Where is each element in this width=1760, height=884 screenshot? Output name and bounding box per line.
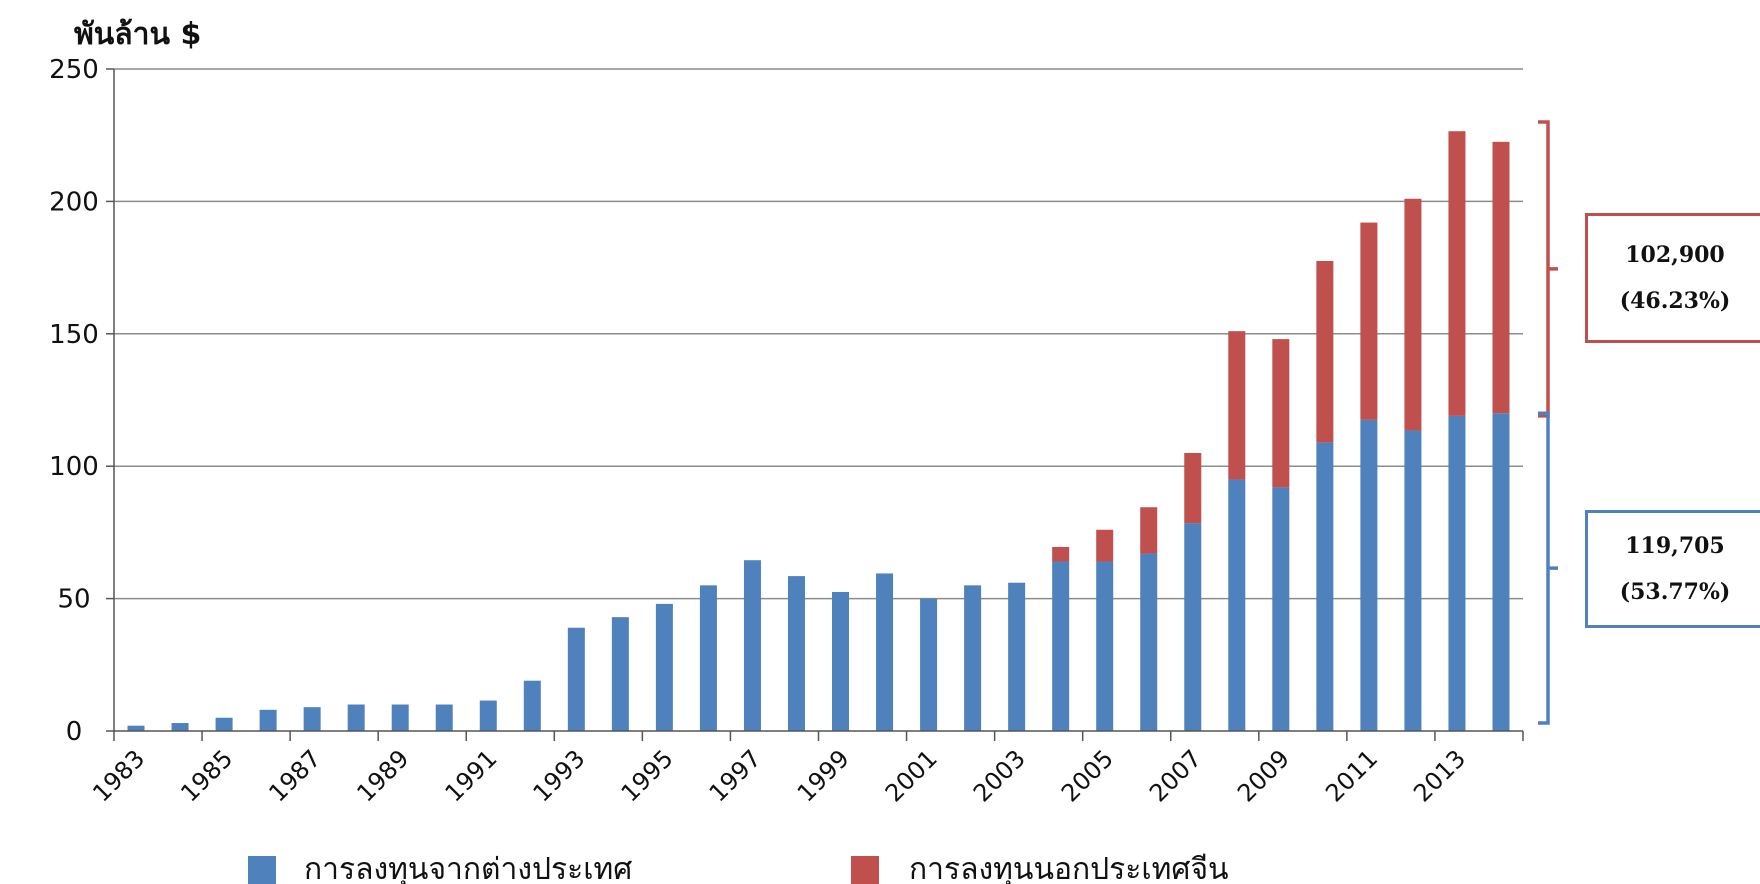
x-tick-label: 1999 xyxy=(792,744,855,807)
x-tick-label: 1989 xyxy=(351,744,414,807)
x-tick-label: 1993 xyxy=(528,744,591,807)
bar-foreign-investment-2010 xyxy=(1316,442,1334,731)
legend: การลงทุนจากต่างประเทศ การลงทุนนอกประเทศจ… xyxy=(248,852,1229,884)
bar-foreign-investment-2012 xyxy=(1404,430,1422,731)
bar-foreign-investment-1997 xyxy=(743,560,761,731)
x-tick-label: 1987 xyxy=(263,744,326,807)
bar-foreign-investment-1985 xyxy=(215,717,233,731)
bar-outbound-investment-2014 xyxy=(1492,141,1510,414)
bracket-outbound xyxy=(1538,120,1558,418)
bar-foreign-investment-2004 xyxy=(1052,561,1070,731)
annotation-brackets xyxy=(1538,120,1558,725)
bar-foreign-investment-1996 xyxy=(699,585,717,731)
y-tick-label: 150 xyxy=(49,320,99,350)
x-tick-label: 1997 xyxy=(704,744,767,807)
bar-foreign-investment-1995 xyxy=(655,603,673,731)
bar-foreign-investment-1984 xyxy=(171,723,189,731)
bar-foreign-investment-2006 xyxy=(1140,553,1158,731)
annotation-percent: (53.77%) xyxy=(1619,579,1731,605)
bar-outbound-investment-2005 xyxy=(1096,529,1114,562)
x-tick-label: 1991 xyxy=(440,744,503,807)
bar-foreign-investment-2009 xyxy=(1272,487,1290,731)
x-tick-label: 1983 xyxy=(87,744,150,807)
bar-outbound-investment-2010 xyxy=(1316,260,1334,443)
bar-foreign-investment-2000 xyxy=(876,573,894,731)
bar-outbound-investment-2006 xyxy=(1140,507,1158,554)
annotation-box-foreign: 119,705 (53.77%) xyxy=(1585,510,1760,628)
bar-outbound-investment-2008 xyxy=(1228,331,1246,480)
annotation-percent: (46.23%) xyxy=(1619,288,1731,314)
bar-foreign-investment-2011 xyxy=(1360,419,1378,731)
bar-outbound-investment-2011 xyxy=(1360,222,1378,420)
x-tick-label: 1995 xyxy=(616,744,679,807)
x-tick-label: 1985 xyxy=(175,744,238,807)
bar-foreign-investment-1988 xyxy=(347,704,365,731)
bar-outbound-investment-2007 xyxy=(1184,452,1202,524)
x-axis-ticks: 1983 1985 1987 1989 1991 1993 1995 1997 1999 2001… xyxy=(87,731,1524,807)
gridlines xyxy=(114,68,1523,600)
x-tick-label: 2003 xyxy=(968,744,1031,807)
bar-foreign-investment-1999 xyxy=(832,591,850,731)
y-tick-label: 200 xyxy=(49,187,99,217)
x-tick-label: 2009 xyxy=(1232,744,1295,807)
bar-foreign-investment-2005 xyxy=(1096,561,1114,731)
y-tick-label: 50 xyxy=(57,585,90,615)
bar-outbound-investment-2012 xyxy=(1404,198,1422,431)
legend-label-outbound-investment: การลงทุนนอกประเทศจีน xyxy=(909,852,1229,884)
x-tick-label: 2007 xyxy=(1144,744,1207,807)
axes xyxy=(113,69,1523,732)
bar-foreign-investment-2007 xyxy=(1184,523,1202,731)
bars xyxy=(127,131,1510,731)
annotation-value: 102,900 xyxy=(1625,242,1725,268)
y-tick-label: 250 xyxy=(49,55,99,85)
x-tick-label: 2011 xyxy=(1320,744,1383,807)
bar-foreign-investment-1987 xyxy=(303,707,321,731)
bar-foreign-investment-1989 xyxy=(391,704,409,731)
y-tick-label: 100 xyxy=(49,452,99,482)
bar-foreign-investment-2002 xyxy=(964,585,982,731)
bar-foreign-investment-2014 xyxy=(1492,413,1510,731)
bar-outbound-investment-2009 xyxy=(1272,339,1290,488)
y-axis-unit-label: พันล้าน $ xyxy=(74,17,201,52)
bar-foreign-investment-1983 xyxy=(127,725,145,731)
bar-foreign-investment-1993 xyxy=(567,627,585,731)
bar-outbound-investment-2004 xyxy=(1052,546,1070,562)
bar-outbound-investment-2013 xyxy=(1448,131,1466,416)
bar-foreign-investment-2001 xyxy=(920,598,938,731)
x-tick-label: 2013 xyxy=(1408,744,1471,807)
bracket-foreign xyxy=(1538,411,1558,725)
bar-foreign-investment-2008 xyxy=(1228,479,1246,731)
y-axis-ticks: 0 50 100 150 200 250 xyxy=(49,55,114,747)
bar-foreign-investment-1994 xyxy=(611,617,629,731)
bar-foreign-investment-1986 xyxy=(259,709,277,731)
annotation-value: 119,705 xyxy=(1625,533,1725,559)
legend-swatch-outbound-investment xyxy=(851,856,879,884)
bar-foreign-investment-1990 xyxy=(435,704,453,731)
legend-label-foreign-investment: การลงทุนจากต่างประเทศ xyxy=(304,852,632,884)
bar-foreign-investment-1992 xyxy=(523,680,541,731)
bar-foreign-investment-2003 xyxy=(1008,582,1026,731)
x-tick-label: 2005 xyxy=(1056,744,1119,807)
annotation-box-outbound: 102,900 (46.23%) xyxy=(1585,213,1760,343)
y-tick-label: 0 xyxy=(66,717,83,747)
bar-foreign-investment-2013 xyxy=(1448,415,1466,731)
bar-foreign-investment-1998 xyxy=(787,576,805,731)
x-tick-label: 2001 xyxy=(880,744,943,807)
legend-swatch-foreign-investment xyxy=(248,856,276,884)
bar-foreign-investment-1991 xyxy=(479,700,497,731)
